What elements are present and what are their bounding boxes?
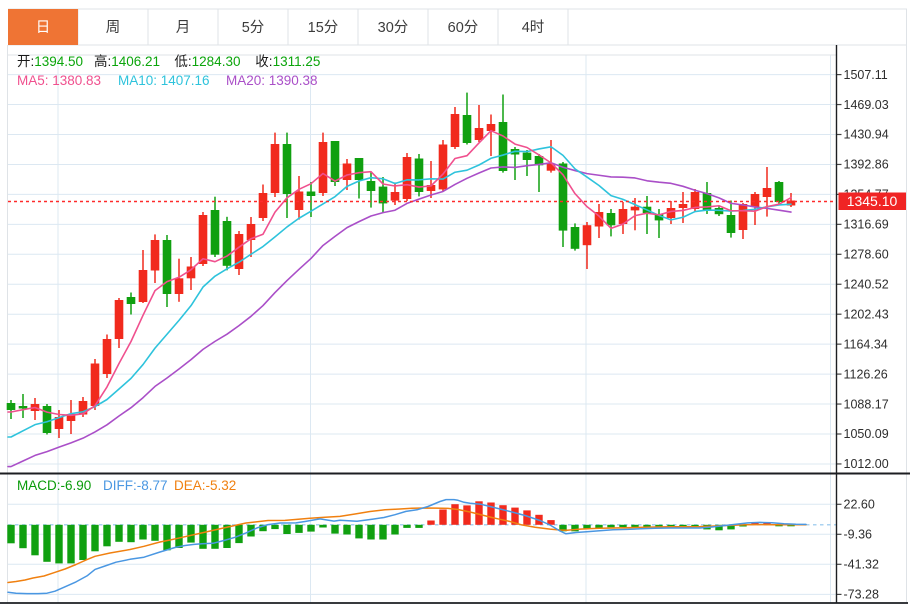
svg-text:1469.03: 1469.03 — [844, 98, 889, 112]
svg-text:1278.60: 1278.60 — [844, 248, 889, 262]
svg-text:1392.86: 1392.86 — [844, 158, 889, 172]
svg-text:1088.17: 1088.17 — [844, 397, 889, 411]
svg-text:月: 月 — [176, 20, 191, 36]
svg-text:-41.32: -41.32 — [844, 558, 879, 572]
svg-text:1126.26: 1126.26 — [844, 367, 888, 381]
svg-text:5分: 5分 — [242, 19, 265, 36]
svg-text:周: 周 — [106, 20, 121, 36]
svg-text:4时: 4时 — [522, 19, 545, 36]
svg-text:30分: 30分 — [378, 19, 409, 36]
svg-text:1202.43: 1202.43 — [844, 307, 889, 321]
svg-text:开:1394.50高:1406.21低:1284.30收:1: 开:1394.50 高:1406.21 低:1284.30 收:1311.25 — [17, 53, 320, 69]
svg-text:1012.00: 1012.00 — [844, 457, 889, 471]
svg-text:60分: 60分 — [448, 19, 479, 36]
svg-text:1164.34: 1164.34 — [844, 337, 888, 351]
svg-text:15分: 15分 — [308, 19, 339, 36]
svg-text:日: 日 — [36, 20, 51, 36]
svg-text:1430.94: 1430.94 — [844, 128, 889, 142]
svg-text:22.60: 22.60 — [844, 498, 875, 512]
svg-text:1050.09: 1050.09 — [844, 427, 889, 441]
svg-text:1345.10: 1345.10 — [847, 193, 898, 209]
svg-text:1507.11: 1507.11 — [844, 68, 888, 82]
svg-text:-73.28: -73.28 — [844, 588, 879, 602]
svg-text:1240.52: 1240.52 — [844, 277, 889, 291]
svg-text:-9.36: -9.36 — [844, 528, 873, 542]
svg-text:1316.69: 1316.69 — [844, 218, 889, 232]
